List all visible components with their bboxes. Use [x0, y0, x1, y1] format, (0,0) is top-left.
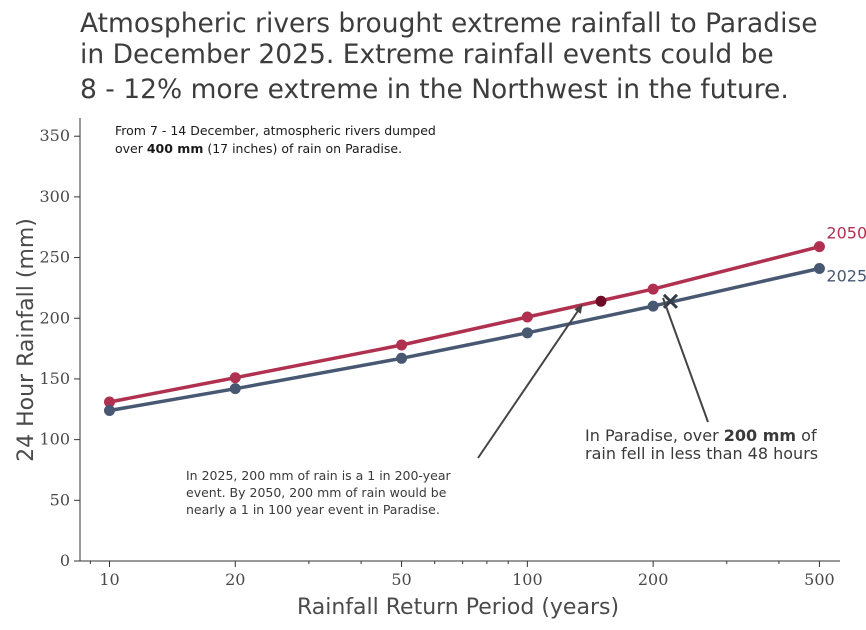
data-point-2025: [521, 327, 533, 339]
y-axis-label: 24 Hour Rainfall (mm): [14, 218, 39, 462]
y-tick-label: 100: [39, 430, 70, 449]
data-point-2025: [229, 383, 241, 395]
x-axis-label: Rainfall Return Period (years): [297, 595, 619, 620]
right-note-line-1: In Paradise, over 200 mm of: [585, 426, 817, 445]
y-tick-label: 350: [39, 126, 70, 145]
right-note-pre: In Paradise, over: [585, 426, 724, 445]
title-line-3: 8 - 12% more extreme in the Northwest in…: [80, 74, 789, 105]
chart-title: Atmospheric rivers brought extreme rainf…: [80, 8, 818, 105]
top-annotation: From 7 - 14 December, atmospheric rivers…: [115, 123, 436, 156]
x-tick-label: 20: [225, 570, 245, 589]
title-line-2: in December 2025. Extreme rainfall event…: [80, 39, 774, 70]
y-tick-label: 200: [39, 308, 70, 327]
mid-note-line-2: event. By 2050, 200 mm of rain would be: [186, 485, 447, 500]
mid-note-line-1: In 2025, 200 mm of rain is a 1 in 200-ye…: [186, 468, 451, 483]
right-note-post: of: [796, 426, 817, 445]
y-tick-label: 250: [39, 248, 70, 267]
top-note-line-1: From 7 - 14 December, atmospheric rivers…: [115, 123, 436, 138]
y-tick-label: 150: [39, 369, 70, 388]
series-line-2025: [107, 266, 822, 413]
series-layer: 2050 2025: [103, 224, 866, 417]
y-tick-label: 0: [60, 551, 70, 570]
x-tick-label: 500: [804, 570, 835, 589]
data-point-2050: [813, 241, 825, 253]
arrow-to-2050-point: [477, 304, 583, 459]
series-line-2050: [107, 244, 822, 404]
series-label-2025: 2025: [826, 266, 866, 285]
right-annotation: In Paradise, over 200 mm of rain fell in…: [585, 426, 818, 463]
series-label-2050: 2050: [826, 224, 866, 243]
arrow-from-event-marker: [662, 297, 709, 423]
data-point-2050: [396, 339, 408, 351]
y-axis-ticks: 0 50 100 150 200 250 300 350: [39, 126, 80, 570]
data-point-2050: [521, 311, 533, 323]
mid-annotation: In 2025, 200 mm of rain is a 1 in 200-ye…: [186, 468, 451, 517]
x-tick-label: 200: [638, 570, 669, 589]
x-tick-label: 10: [99, 570, 119, 589]
right-note-bold: 200 mm: [724, 426, 796, 445]
data-point-2025: [813, 262, 825, 274]
x-axis-ticks: 10 20 50 100 200 500: [89, 561, 835, 589]
mid-note-line-3: nearly a 1 in 100 year event in Paradise…: [186, 502, 440, 517]
data-point-2050: [647, 283, 659, 295]
y-tick-label: 50: [50, 490, 70, 509]
title-line-1: Atmospheric rivers brought extreme rainf…: [80, 8, 818, 39]
data-point-2025: [396, 352, 408, 364]
top-note-pre: over: [115, 141, 147, 156]
x-tick-label: 100: [512, 570, 543, 589]
data-point-2025: [103, 405, 115, 417]
data-point-2050: [103, 396, 115, 408]
x-tick-label: 50: [391, 570, 411, 589]
data-point-2025: [647, 300, 659, 312]
highlight-point: [595, 295, 607, 307]
right-note-line-2: rain fell in less than 48 hours: [585, 444, 818, 463]
y-tick-label: 300: [39, 187, 70, 206]
top-note-bold: 400 mm: [147, 141, 204, 156]
data-point-2050: [229, 372, 241, 384]
top-note-post: (17 inches) of rain on Paradise.: [203, 141, 402, 156]
top-note-line-2: over 400 mm (17 inches) of rain on Parad…: [115, 141, 402, 156]
